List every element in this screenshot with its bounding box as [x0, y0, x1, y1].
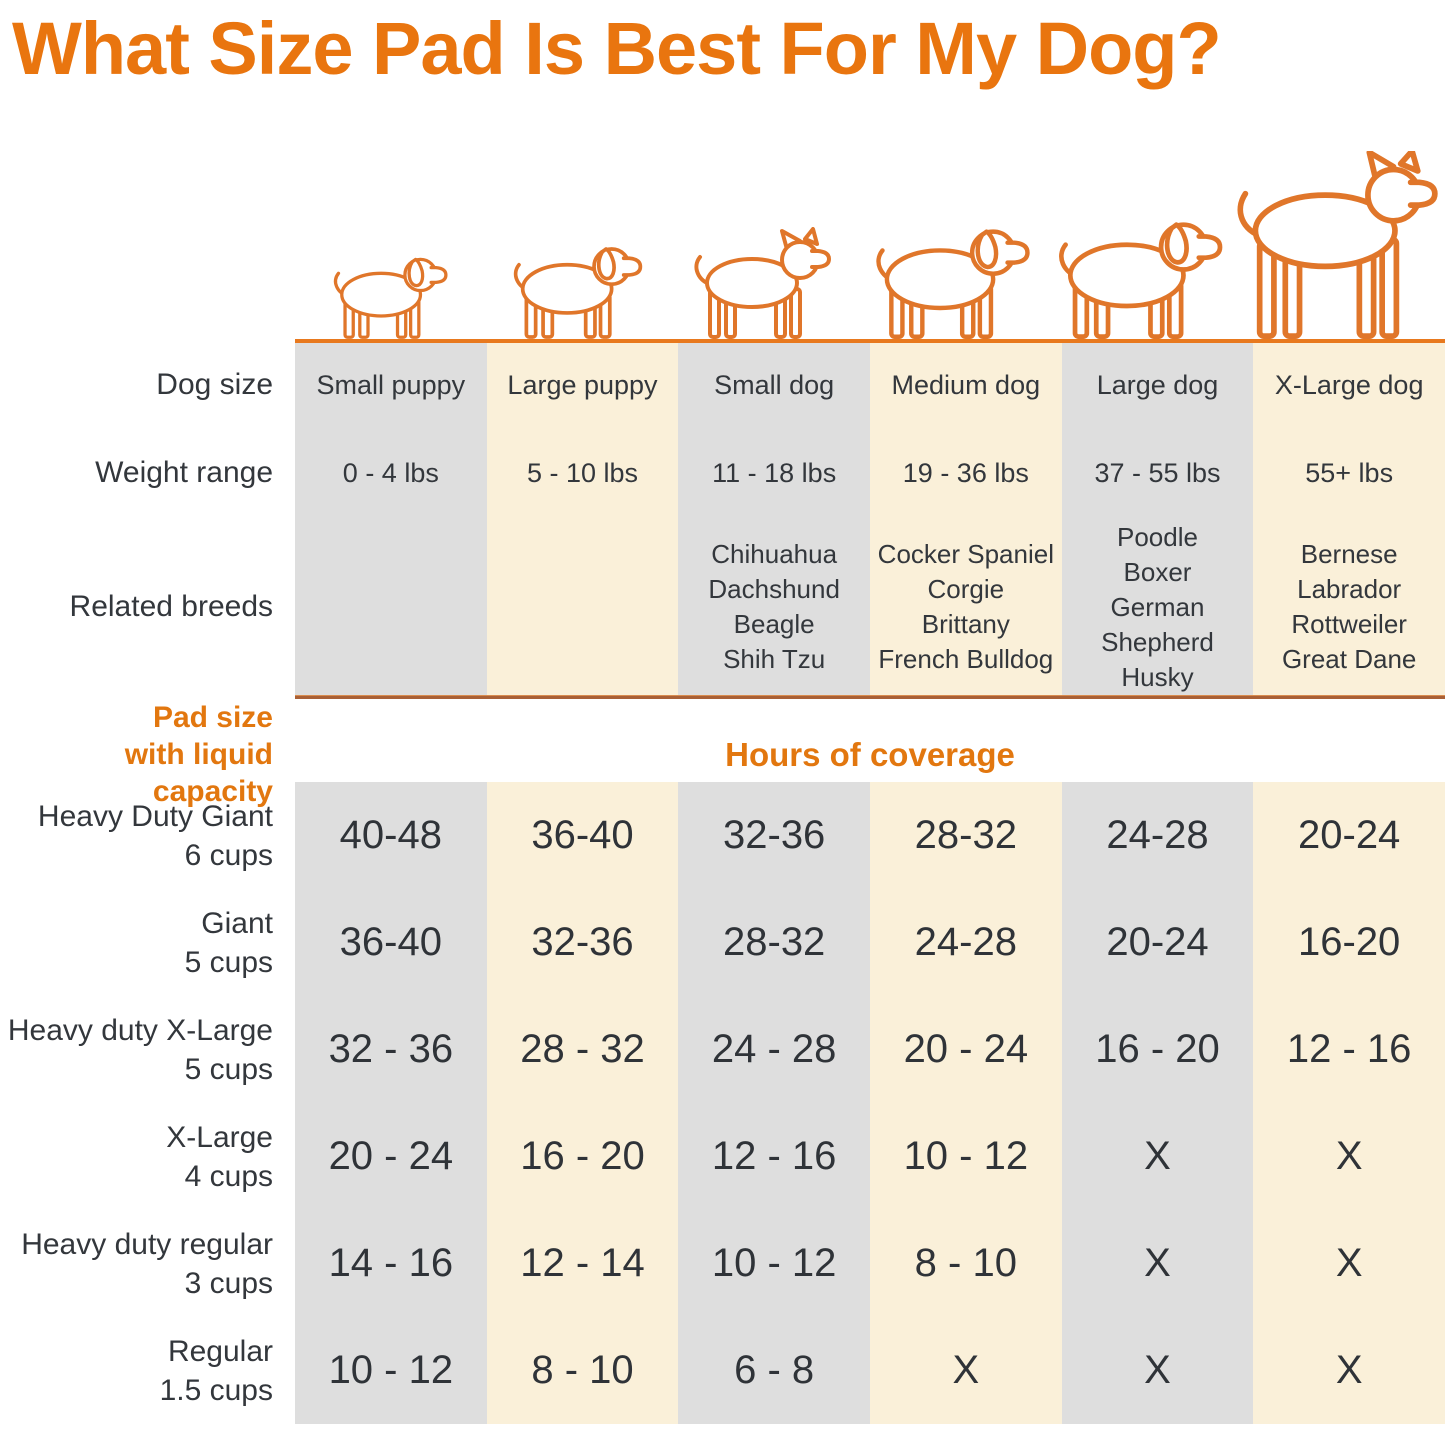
pad-row-label: Heavy duty X-Large 5 cups	[7, 1013, 273, 1086]
dogs-row-label-spacer	[0, 91, 295, 343]
coverage-cell: 10 - 12	[295, 1317, 487, 1424]
breeds-cell: Poodle Boxer German Shepherd Husky	[1061, 519, 1254, 695]
coverage-cell: 16 - 20	[1061, 996, 1254, 1103]
coverage-cell: 12 - 16	[678, 1103, 870, 1210]
coverage-cell: X	[1253, 1103, 1445, 1210]
coverage-cell: 32 - 36	[295, 996, 487, 1103]
coverage-cell: 32-36	[678, 782, 870, 889]
coverage-cell: 6 - 8	[678, 1317, 870, 1424]
weight-cell: 11 - 18 lbs	[678, 427, 870, 519]
coverage-cell: 24-28	[870, 889, 1062, 996]
dog-size-cell: Small puppy	[295, 343, 487, 427]
coverage-cell: 10 - 12	[870, 1103, 1062, 1210]
coverage-cell: 10 - 12	[678, 1210, 870, 1317]
dog-size-cell: Medium dog	[870, 343, 1062, 427]
dog-size-cell: Small dog	[678, 343, 870, 427]
weight-cell: 5 - 10 lbs	[486, 427, 679, 519]
coverage-cell: X	[1061, 1317, 1254, 1424]
coverage-cell: 12 - 16	[1253, 996, 1445, 1103]
medium-dog-icon	[867, 215, 1033, 339]
dog-size-cell: Large dog	[1061, 343, 1254, 427]
dog-size-cell: X-Large dog	[1253, 343, 1445, 427]
coverage-cell: X	[1061, 1103, 1254, 1210]
weight-cell: 19 - 36 lbs	[870, 427, 1062, 519]
row-label-weight-range: Weight range	[95, 456, 273, 489]
dogs-baseline-strip	[295, 91, 1445, 343]
section-divider	[0, 695, 1445, 699]
coverage-cell: 8 - 10	[870, 1210, 1062, 1317]
coverage-cell: 12 - 14	[486, 1210, 679, 1317]
hours-of-coverage-header: Hours of coverage	[725, 735, 1015, 773]
weight-cell: 55+ lbs	[1253, 427, 1445, 519]
coverage-cell: 20-24	[1061, 889, 1254, 996]
bottom-margin	[0, 1424, 1445, 1433]
divider-line	[295, 695, 1445, 699]
coverage-cell: 20 - 24	[295, 1103, 487, 1210]
breeds-cell	[295, 519, 487, 695]
pad-row-label: X-Large 4 cups	[166, 1120, 273, 1193]
coverage-cell: 40-48	[295, 782, 487, 889]
large-puppy-icon	[506, 235, 645, 339]
weight-cell: 37 - 55 lbs	[1061, 427, 1254, 519]
coverage-cell: X	[1253, 1317, 1445, 1424]
coverage-header-band: Pad size with liquid capacity Hours of c…	[0, 699, 1445, 808]
page-title: What Size Pad Is Best For My Dog?	[12, 7, 1222, 90]
pad-row-label: Regular 1.5 cups	[159, 1334, 273, 1407]
pad-row-label: Giant 5 cups	[184, 906, 273, 979]
coverage-cell: 36-40	[295, 889, 487, 996]
coverage-table: Heavy Duty Giant 6 cups 40-48 36-40 32-3…	[0, 782, 1445, 1424]
dogs-row	[0, 91, 1445, 343]
small-puppy-icon	[327, 247, 450, 339]
coverage-cell: X	[1061, 1210, 1254, 1317]
coverage-cell: 32-36	[486, 889, 679, 996]
breeds-cell: Chihuahua Dachshund Beagle Shih Tzu	[678, 519, 870, 695]
breeds-cell: Cocker Spaniel Corgie Brittany French Bu…	[870, 519, 1062, 695]
coverage-cell: 28 - 32	[486, 996, 679, 1103]
weight-cell: 0 - 4 lbs	[295, 427, 487, 519]
coverage-cell: 28-32	[678, 889, 870, 996]
pad-row-label: Heavy duty regular 3 cups	[21, 1227, 273, 1300]
coverage-cell: 8 - 10	[486, 1317, 679, 1424]
row-label-related-breeds: Related breeds	[69, 590, 273, 623]
dog-size-cell: Large puppy	[486, 343, 679, 427]
pad-size-section-label: Pad size with liquid capacity	[124, 701, 273, 808]
coverage-cell: X	[1253, 1210, 1445, 1317]
coverage-cell: 24 - 28	[678, 996, 870, 1103]
large-dog-icon	[1049, 207, 1226, 339]
coverage-cell: 14 - 16	[295, 1210, 487, 1317]
pad-row-label: Heavy Duty Giant 6 cups	[37, 799, 273, 872]
coverage-cell: 24-28	[1061, 782, 1254, 889]
coverage-cell: 20-24	[1253, 782, 1445, 889]
breeds-cell: Bernese Labrador Rottweiler Great Dane	[1253, 519, 1445, 695]
coverage-cell: 16-20	[1253, 889, 1445, 996]
x-large-dog-icon	[1231, 151, 1445, 339]
coverage-cell: 28-32	[870, 782, 1062, 889]
row-label-dog-size: Dog size	[156, 368, 273, 401]
coverage-cell: 20 - 24	[870, 996, 1062, 1103]
coverage-cell: X	[870, 1317, 1062, 1424]
size-header-table: Dog size Small puppy Large puppy Small d…	[0, 343, 1445, 695]
coverage-cell: 16 - 20	[486, 1103, 679, 1210]
breeds-cell	[486, 519, 679, 695]
coverage-cell: 36-40	[486, 782, 679, 889]
small-dog-icon	[688, 227, 838, 339]
